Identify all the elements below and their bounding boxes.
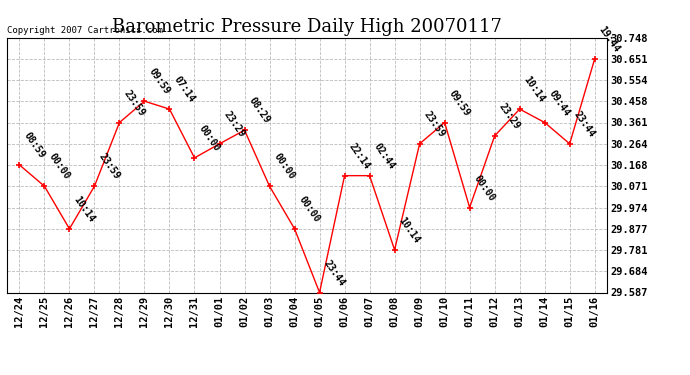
Text: 23:44: 23:44 [572, 110, 597, 139]
Text: 00:00: 00:00 [472, 173, 497, 203]
Text: 09:44: 09:44 [546, 88, 572, 118]
Text: 23:44: 23:44 [322, 258, 346, 288]
Text: 00:00: 00:00 [272, 152, 297, 182]
Text: 10:14: 10:14 [397, 216, 422, 245]
Text: 09:59: 09:59 [146, 67, 172, 97]
Text: 23:59: 23:59 [121, 88, 146, 118]
Text: 23:59: 23:59 [97, 152, 121, 182]
Text: Copyright 2007 Cartronics.com: Copyright 2007 Cartronics.com [7, 26, 163, 35]
Text: 00:00: 00:00 [197, 123, 221, 153]
Text: 10:14: 10:14 [72, 194, 97, 224]
Text: 19:44: 19:44 [597, 24, 622, 54]
Text: 00:00: 00:00 [46, 152, 72, 182]
Title: Barometric Pressure Daily High 20070117: Barometric Pressure Daily High 20070117 [112, 18, 502, 36]
Text: 08:29: 08:29 [246, 96, 272, 126]
Text: 08:59: 08:59 [21, 130, 46, 160]
Text: 07:14: 07:14 [172, 75, 197, 105]
Text: 09:59: 09:59 [446, 88, 472, 118]
Text: 23:29: 23:29 [221, 110, 246, 139]
Text: 22:14: 22:14 [346, 141, 372, 171]
Text: 10:14: 10:14 [522, 75, 546, 105]
Text: 02:44: 02:44 [372, 141, 397, 171]
Text: 23:29: 23:29 [497, 102, 522, 131]
Text: 23:59: 23:59 [422, 110, 446, 139]
Text: 00:00: 00:00 [297, 194, 322, 224]
